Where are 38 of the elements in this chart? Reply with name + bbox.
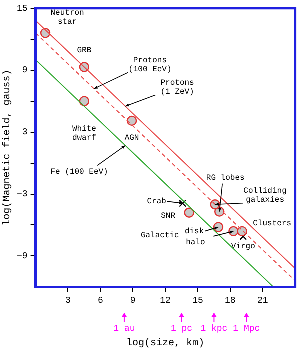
x-tick-label: 15 xyxy=(192,296,204,306)
annotation: SNR xyxy=(161,212,176,221)
annotation: Virgo xyxy=(231,242,256,252)
y-tick-label: −3 xyxy=(16,190,28,200)
annotation: Crab xyxy=(147,198,167,207)
annotation: halo xyxy=(186,238,206,248)
x-axis-title: log(size, km) xyxy=(126,338,205,349)
annotation: disk xyxy=(184,227,204,236)
y-tick-label: 15 xyxy=(16,4,28,14)
annotation: Clusters xyxy=(253,220,292,229)
annotation: Protons (100 EeV) xyxy=(128,56,172,75)
annotation: RG lobes xyxy=(206,174,246,183)
point xyxy=(126,116,138,126)
y-tick-label: −9 xyxy=(16,252,28,262)
annotation: AGN xyxy=(124,134,140,144)
y-tick-label: 9 xyxy=(22,66,28,76)
point xyxy=(184,208,194,218)
ref-line-label: 1 kpc xyxy=(200,324,228,334)
x-tick-label: 21 xyxy=(257,296,268,306)
annotation: Neutron star xyxy=(50,8,85,27)
y-axis-title: log(Magnetic field, gauss) xyxy=(2,70,14,226)
annotation: Protons (1 ZeV) xyxy=(160,79,195,98)
x-tick-label: 3 xyxy=(66,296,71,306)
x-tick-label: 6 xyxy=(98,296,104,306)
annotation: Fe (100 EeV) xyxy=(50,168,108,177)
x-tick-label: 9 xyxy=(130,296,136,306)
point xyxy=(179,200,187,208)
point xyxy=(79,96,90,106)
x-tick-label: 18 xyxy=(225,296,236,306)
ref-line-label: 1 au xyxy=(114,324,136,334)
ref-line-label: 1 pc xyxy=(170,324,193,334)
x-tick-label: 12 xyxy=(160,296,171,306)
annotation: GRB xyxy=(77,46,92,56)
annotation: Galactic xyxy=(140,232,180,241)
ref-line-label: 1 Mpc xyxy=(233,324,260,334)
y-tick-label: 3 xyxy=(22,128,28,138)
annotation: White dwarf xyxy=(72,124,97,143)
annotation: Colliding galaxies xyxy=(244,187,288,206)
